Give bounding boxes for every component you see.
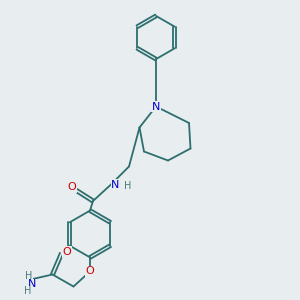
Text: H: H [25,271,32,281]
Text: N: N [111,179,120,190]
Text: O: O [62,247,71,257]
Text: N: N [152,101,160,112]
Text: H: H [24,286,31,296]
Text: O: O [68,182,76,193]
Text: H: H [124,181,131,191]
Text: N: N [28,279,37,289]
Text: O: O [85,266,94,277]
